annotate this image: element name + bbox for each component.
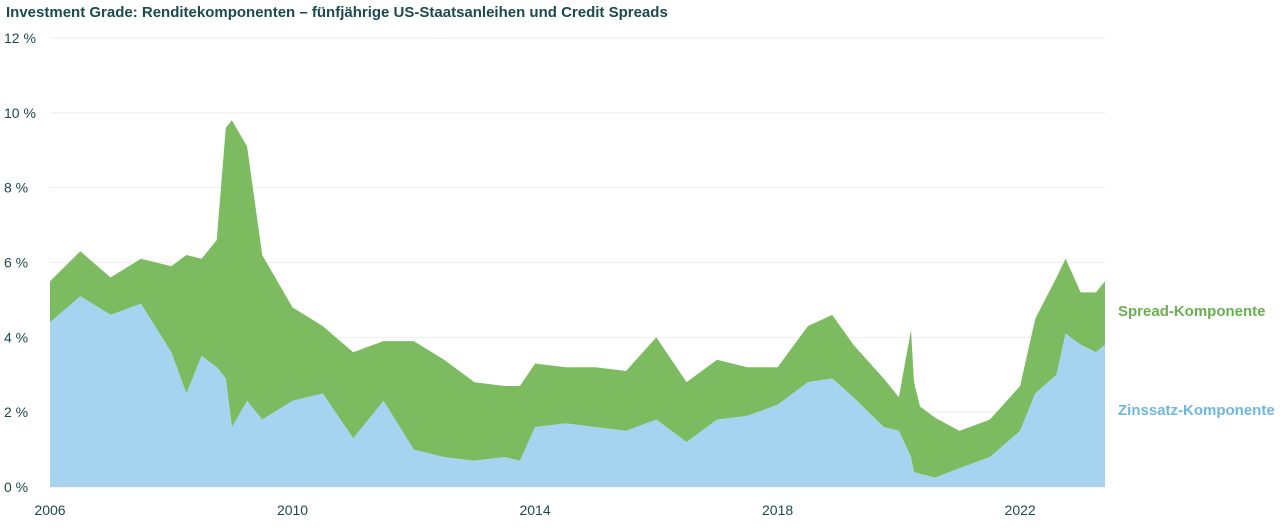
- x-axis-ticks: 2006 2010 2014 2018 2022: [34, 502, 1035, 518]
- y-tick-label: 0 %: [4, 479, 28, 495]
- x-tick-label: 2022: [1005, 502, 1036, 518]
- y-tick-label: 6 %: [4, 255, 28, 271]
- y-tick-label: 4 %: [4, 329, 28, 345]
- y-tick-label: 8 %: [4, 180, 28, 196]
- y-axis-ticks: 0 % 2 % 4 % 6 % 8 % 10 % 12 %: [4, 30, 36, 495]
- x-tick-label: 2010: [277, 502, 308, 518]
- y-tick-label: 2 %: [4, 404, 28, 420]
- legend-spread-label: Spread-Komponente: [1118, 303, 1266, 320]
- x-tick-label: 2018: [762, 502, 793, 518]
- y-tick-label: 10 %: [4, 105, 36, 121]
- legend: Spread-Komponente Zinssatz-Komponente: [1118, 303, 1275, 419]
- x-tick-label: 2006: [34, 502, 65, 518]
- y-tick-label: 12 %: [4, 30, 36, 46]
- chart-title: Investment Grade: Renditekomponenten – f…: [6, 4, 668, 21]
- spread-area: [50, 120, 1105, 478]
- stacked-areas: [50, 120, 1105, 487]
- zinssatz-area: [50, 296, 1105, 487]
- legend-zinssatz-label: Zinssatz-Komponente: [1118, 402, 1275, 419]
- x-tick-label: 2014: [519, 502, 550, 518]
